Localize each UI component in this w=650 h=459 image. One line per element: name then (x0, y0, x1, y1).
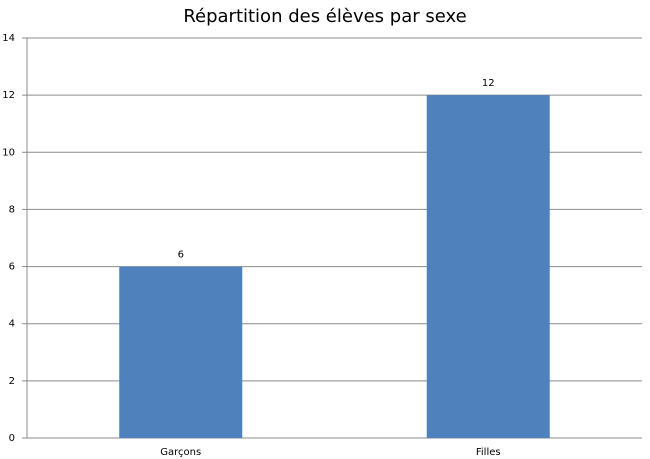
y-tick-label: 4 (9, 319, 15, 330)
y-tick-label: 12 (2, 90, 15, 101)
y-tick-label: 8 (9, 204, 15, 215)
bar (426, 95, 550, 439)
y-tick-label: 0 (9, 433, 15, 444)
x-tick-label: Filles (476, 447, 501, 458)
y-tick-label: 14 (2, 33, 15, 44)
data-label: 6 (178, 250, 184, 261)
bar (119, 266, 243, 438)
y-tick-label: 6 (9, 262, 15, 273)
data-label: 12 (482, 78, 495, 89)
chart-title: Répartition des élèves par sexe (183, 6, 466, 27)
x-tick-label: Garçons (160, 447, 201, 458)
y-tick-label: 2 (9, 376, 15, 387)
y-tick-label: 10 (2, 147, 15, 158)
